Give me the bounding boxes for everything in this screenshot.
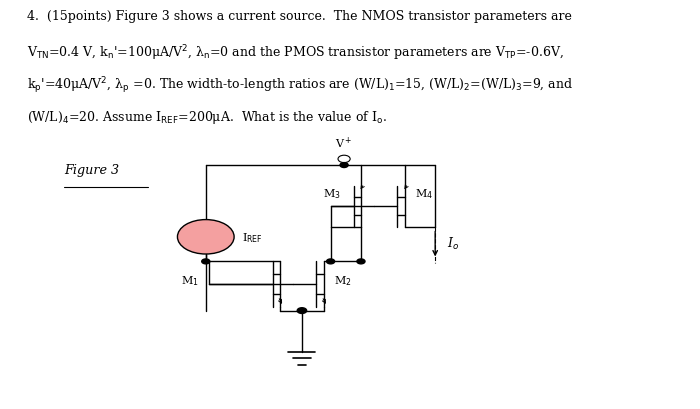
Text: V$^+$: V$^+$ <box>335 135 353 151</box>
Circle shape <box>202 259 210 264</box>
Text: I$_o$: I$_o$ <box>447 235 459 252</box>
Text: Figure 3: Figure 3 <box>64 164 119 177</box>
Circle shape <box>298 308 307 314</box>
Text: M$_3$: M$_3$ <box>323 187 341 200</box>
Text: M$_2$: M$_2$ <box>334 273 351 287</box>
Text: k$_{\rm p}$'=40μA/V$^2$, λ$_{\rm p}$ =0. The width-to-length ratios are (W/L)$_1: k$_{\rm p}$'=40μA/V$^2$, λ$_{\rm p}$ =0.… <box>27 76 573 96</box>
Text: 4.  (15points) Figure 3 shows a current source.  The NMOS transistor parameters : 4. (15points) Figure 3 shows a current s… <box>27 10 572 23</box>
Circle shape <box>340 163 348 168</box>
Circle shape <box>357 259 365 264</box>
Text: I$_{\rm REF}$: I$_{\rm REF}$ <box>242 230 263 244</box>
Text: M$_1$: M$_1$ <box>181 273 199 287</box>
Text: V$_{\rm TN}$=0.4 V, k$_{\rm n}$'=100μA/V$^2$, λ$_{\rm n}$=0 and the PMOS transis: V$_{\rm TN}$=0.4 V, k$_{\rm n}$'=100μA/V… <box>27 43 564 63</box>
Circle shape <box>177 220 234 254</box>
Text: (W/L)$_4$=20. Assume I$_{\rm REF}$=200μA.  What is the value of I$_{\rm o}$.: (W/L)$_4$=20. Assume I$_{\rm REF}$=200μA… <box>27 108 387 125</box>
Text: M$_4$: M$_4$ <box>415 187 433 200</box>
Circle shape <box>338 156 350 163</box>
Circle shape <box>327 259 335 264</box>
